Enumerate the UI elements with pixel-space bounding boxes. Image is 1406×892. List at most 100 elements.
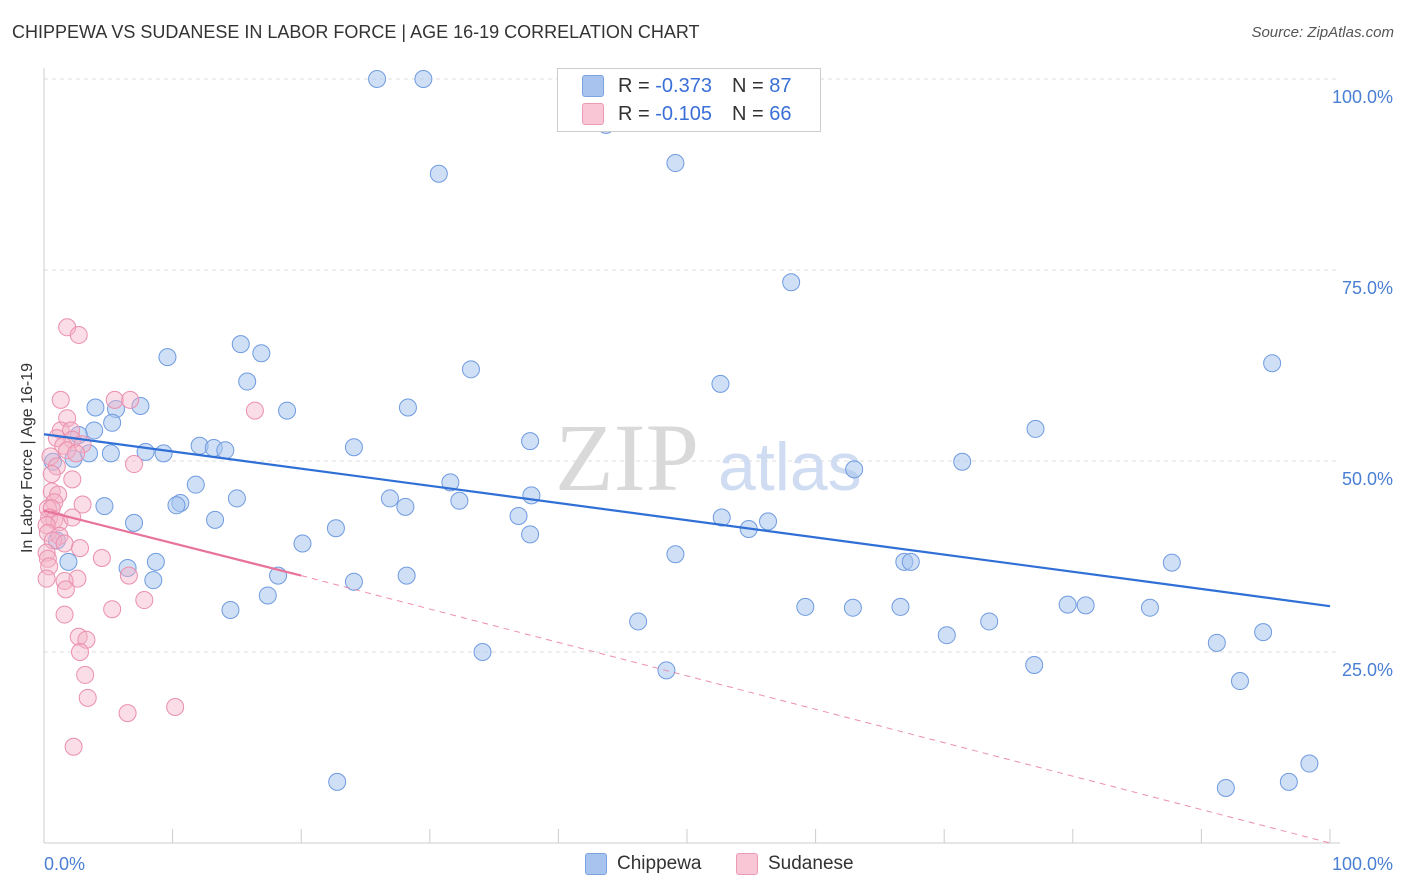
chippewa-point <box>158 348 177 367</box>
legend-row-sudanese: R = -0.105 N = 66 <box>582 101 791 127</box>
chippewa-point <box>429 164 448 183</box>
chippewa-point <box>1207 633 1226 652</box>
chippewa-swatch <box>585 853 607 875</box>
chippewa-point <box>95 497 114 516</box>
sudanese-point <box>78 688 97 707</box>
sudanese-trend-line <box>43 509 302 577</box>
chippewa-point <box>937 626 956 645</box>
sudanese-point <box>105 390 124 409</box>
sudanese-point <box>64 737 83 756</box>
sudanese-point <box>119 566 138 585</box>
chippewa-point <box>891 597 910 616</box>
y-tick-label: 50.0% <box>1342 469 1393 489</box>
chippewa-point <box>101 444 120 463</box>
legend-n-label: N = <box>731 74 764 97</box>
sudanese-trend-extension <box>301 575 1331 844</box>
chippewa-point <box>1263 354 1282 373</box>
chippewa-point <box>1300 754 1319 773</box>
chippewa-point <box>1025 655 1044 674</box>
chippewa-point <box>521 525 540 544</box>
chippewa-point <box>397 566 416 585</box>
chippewa-point <box>398 398 417 417</box>
chippewa-point <box>1230 672 1249 691</box>
chippewa-point <box>328 772 347 791</box>
y-tick-label: 25.0% <box>1342 660 1393 680</box>
chippewa-point <box>796 597 815 616</box>
axes <box>43 68 1340 844</box>
chippewa-point <box>326 519 345 538</box>
chippewa-point <box>450 491 469 510</box>
chippewa-point <box>206 510 225 529</box>
chippewa-point <box>711 374 730 393</box>
chippewa-point <box>953 452 972 471</box>
sudanese-point <box>245 401 264 420</box>
chippewa-point <box>522 486 541 505</box>
y-tick-label: 75.0% <box>1342 278 1393 298</box>
sudanese-point <box>55 534 74 553</box>
chippewa-point <box>258 586 277 605</box>
chippewa-point <box>1254 623 1273 642</box>
chippewa-point <box>380 489 399 508</box>
y-tick-labels: 25.0% 50.0% 75.0% 100.0% <box>1332 87 1393 680</box>
chippewa-point <box>712 508 731 527</box>
sudanese-point <box>51 390 70 409</box>
sudanese-point <box>118 704 137 723</box>
legend-n-value: 87 <box>769 74 792 97</box>
chippewa-point <box>782 273 801 292</box>
chippewa-point <box>368 70 387 88</box>
chippewa-point <box>252 344 271 363</box>
legend-row-chippewa: R = -0.373 N = 87 <box>582 73 791 99</box>
legend-n-value: 66 <box>769 102 792 125</box>
chippewa-point <box>1026 419 1045 438</box>
trend-lines <box>43 433 1331 844</box>
sudanese-point <box>103 600 122 619</box>
chippewa-point <box>118 558 137 577</box>
watermark-atlas: atlas <box>718 429 862 505</box>
watermark-zip: ZIP <box>555 404 699 511</box>
chippewa-point <box>216 441 235 460</box>
chippewa-point <box>131 396 150 415</box>
chart-title: CHIPPEWA VS SUDANESE IN LABOR FORCE | AG… <box>12 22 700 42</box>
x-tick-label: 0.0% <box>44 854 85 874</box>
source-credit: Source: ZipAtlas.com <box>1251 24 1394 41</box>
chippewa-point <box>901 552 920 571</box>
sudanese-point <box>73 495 92 514</box>
chippewa-point <box>86 398 105 417</box>
chippewa-point <box>666 154 685 173</box>
chippewa-point <box>167 496 186 515</box>
chippewa-point <box>521 432 540 451</box>
bottom-legend-sudanese: Sudanese <box>736 852 854 876</box>
y-tick-label: 100.0% <box>1332 87 1393 107</box>
chippewa-point <box>59 552 78 571</box>
chippewa-point <box>1076 596 1095 615</box>
chippewa-point <box>461 360 480 379</box>
chippewa-point <box>221 600 240 619</box>
chippewa-point <box>125 513 144 532</box>
bottom-legend-chippewa: Chippewa <box>585 852 702 876</box>
sudanese-swatch <box>582 103 604 125</box>
sudanese-point <box>92 549 111 568</box>
chippewa-point <box>293 534 312 553</box>
chippewa-point <box>154 444 173 463</box>
chippewa-point <box>1058 595 1077 614</box>
sudanese-point <box>71 643 90 661</box>
chippewa-point <box>227 489 246 508</box>
x-tick-label: 100.0% <box>1332 854 1393 874</box>
chippewa-point <box>1140 598 1159 617</box>
sudanese-swatch <box>736 853 758 875</box>
chippewa-point <box>629 612 648 631</box>
chippewa-point <box>231 335 250 354</box>
sudanese-point <box>63 470 82 489</box>
sudanese-point <box>135 591 154 610</box>
sudanese-point <box>56 580 75 599</box>
series-label-chippewa: Chippewa <box>617 853 702 874</box>
chippewa-point <box>186 475 205 494</box>
sudanese-point <box>37 569 56 588</box>
chippewa-point <box>441 473 460 492</box>
sudanese-point <box>37 543 56 562</box>
chippewa-point <box>1216 778 1235 797</box>
chippewa-point <box>1162 553 1181 572</box>
legend-r-value: -0.105 <box>655 102 712 125</box>
chippewa-point <box>473 643 492 661</box>
